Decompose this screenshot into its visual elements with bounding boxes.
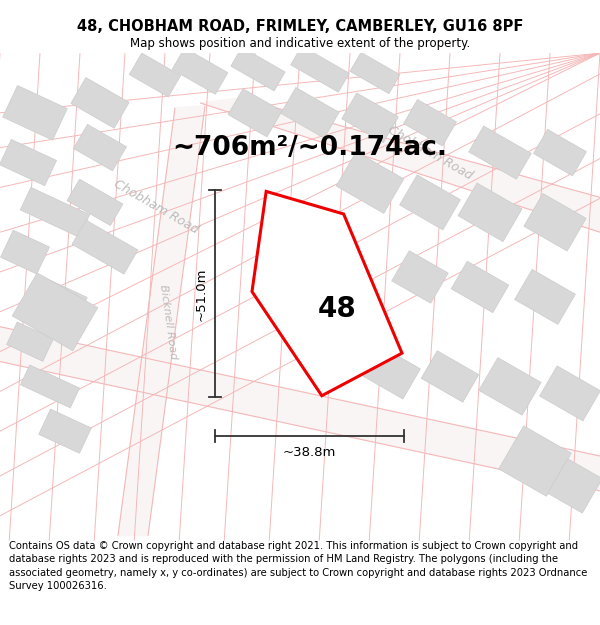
Polygon shape — [336, 151, 404, 213]
Polygon shape — [499, 426, 571, 496]
Polygon shape — [0, 327, 600, 491]
Polygon shape — [392, 251, 448, 303]
Polygon shape — [342, 93, 398, 142]
Text: Chobham Road: Chobham Road — [385, 123, 475, 182]
Polygon shape — [404, 99, 457, 146]
Polygon shape — [281, 88, 339, 138]
Polygon shape — [451, 261, 509, 312]
Polygon shape — [118, 106, 205, 536]
Polygon shape — [74, 124, 127, 171]
Text: Bicknell Road: Bicknell Road — [158, 284, 178, 360]
Text: Map shows position and indicative extent of the property.: Map shows position and indicative extent… — [130, 38, 470, 50]
Text: ~706m²/~0.174ac.: ~706m²/~0.174ac. — [173, 134, 448, 161]
Text: 48: 48 — [318, 295, 356, 323]
Polygon shape — [548, 459, 600, 513]
Polygon shape — [400, 175, 460, 230]
Polygon shape — [252, 191, 402, 396]
Text: 48, CHOBHAM ROAD, FRIMLEY, CAMBERLEY, GU16 8PF: 48, CHOBHAM ROAD, FRIMLEY, CAMBERLEY, GU… — [77, 19, 523, 34]
Polygon shape — [533, 129, 586, 176]
Polygon shape — [7, 322, 53, 361]
Polygon shape — [200, 98, 600, 232]
Polygon shape — [2, 86, 67, 140]
Polygon shape — [359, 344, 421, 399]
Polygon shape — [20, 188, 90, 238]
Polygon shape — [539, 366, 600, 421]
Polygon shape — [20, 365, 80, 408]
Polygon shape — [1, 230, 49, 274]
Polygon shape — [290, 46, 349, 92]
Polygon shape — [479, 357, 541, 415]
Text: ~38.8m: ~38.8m — [283, 446, 336, 459]
Polygon shape — [0, 139, 56, 186]
Polygon shape — [71, 78, 129, 128]
Polygon shape — [421, 351, 479, 403]
Polygon shape — [469, 126, 532, 179]
Polygon shape — [350, 52, 400, 94]
Polygon shape — [228, 89, 282, 137]
Polygon shape — [67, 179, 123, 226]
Text: ~51.0m: ~51.0m — [194, 267, 208, 321]
Polygon shape — [231, 47, 285, 91]
Polygon shape — [515, 269, 575, 324]
Polygon shape — [38, 409, 91, 453]
Polygon shape — [172, 48, 228, 94]
Polygon shape — [524, 194, 586, 251]
Polygon shape — [72, 220, 138, 274]
Polygon shape — [12, 273, 98, 351]
Polygon shape — [32, 276, 88, 318]
Text: Contains OS data © Crown copyright and database right 2021. This information is : Contains OS data © Crown copyright and d… — [9, 541, 587, 591]
Polygon shape — [129, 53, 181, 97]
Text: Chobham Road: Chobham Road — [112, 178, 200, 237]
Polygon shape — [458, 183, 522, 242]
